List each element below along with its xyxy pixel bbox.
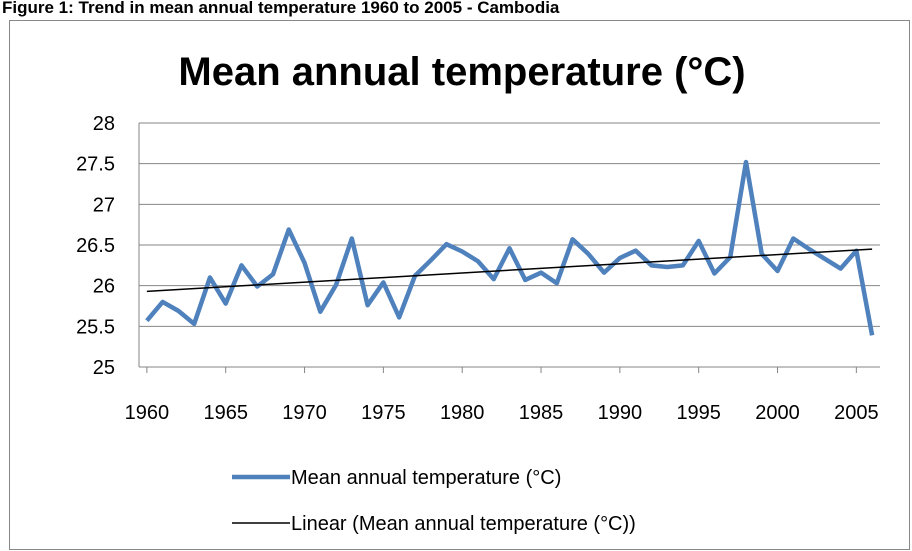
legend-label: Mean annual temperature (°C) [291, 467, 561, 489]
x-tick-label: 1960 [125, 402, 170, 424]
chart-title: Mean annual temperature (°C) [178, 50, 745, 94]
y-tick-label: 27.5 [76, 154, 115, 176]
x-tick-label: 1970 [282, 402, 327, 424]
y-tick-label: 27 [93, 194, 115, 216]
trend-line [146, 248, 873, 293]
x-tick-label: 1980 [440, 402, 485, 424]
x-tick-label: 1990 [598, 402, 643, 424]
data-line [145, 159, 875, 336]
caption: Figure 1: Trend in mean annual temperatu… [2, 0, 560, 17]
legend-label: Linear (Mean annual temperature (°C)) [291, 513, 636, 535]
y-tick-label: 26 [93, 276, 115, 298]
x-tick-label: 2005 [834, 402, 879, 424]
x-tick-label: 1995 [676, 402, 721, 424]
y-tick-label: 28 [93, 113, 115, 135]
x-tick-label: 2000 [755, 402, 800, 424]
y-tick-label: 25.5 [76, 316, 115, 338]
x-tick-label: 1975 [361, 402, 406, 424]
chart-border [9, 20, 910, 550]
x-tick-label: 1985 [519, 402, 564, 424]
y-tick-label: 26.5 [76, 235, 115, 257]
x-tick-label: 1965 [203, 402, 248, 424]
y-tick-label: 25 [93, 357, 115, 379]
